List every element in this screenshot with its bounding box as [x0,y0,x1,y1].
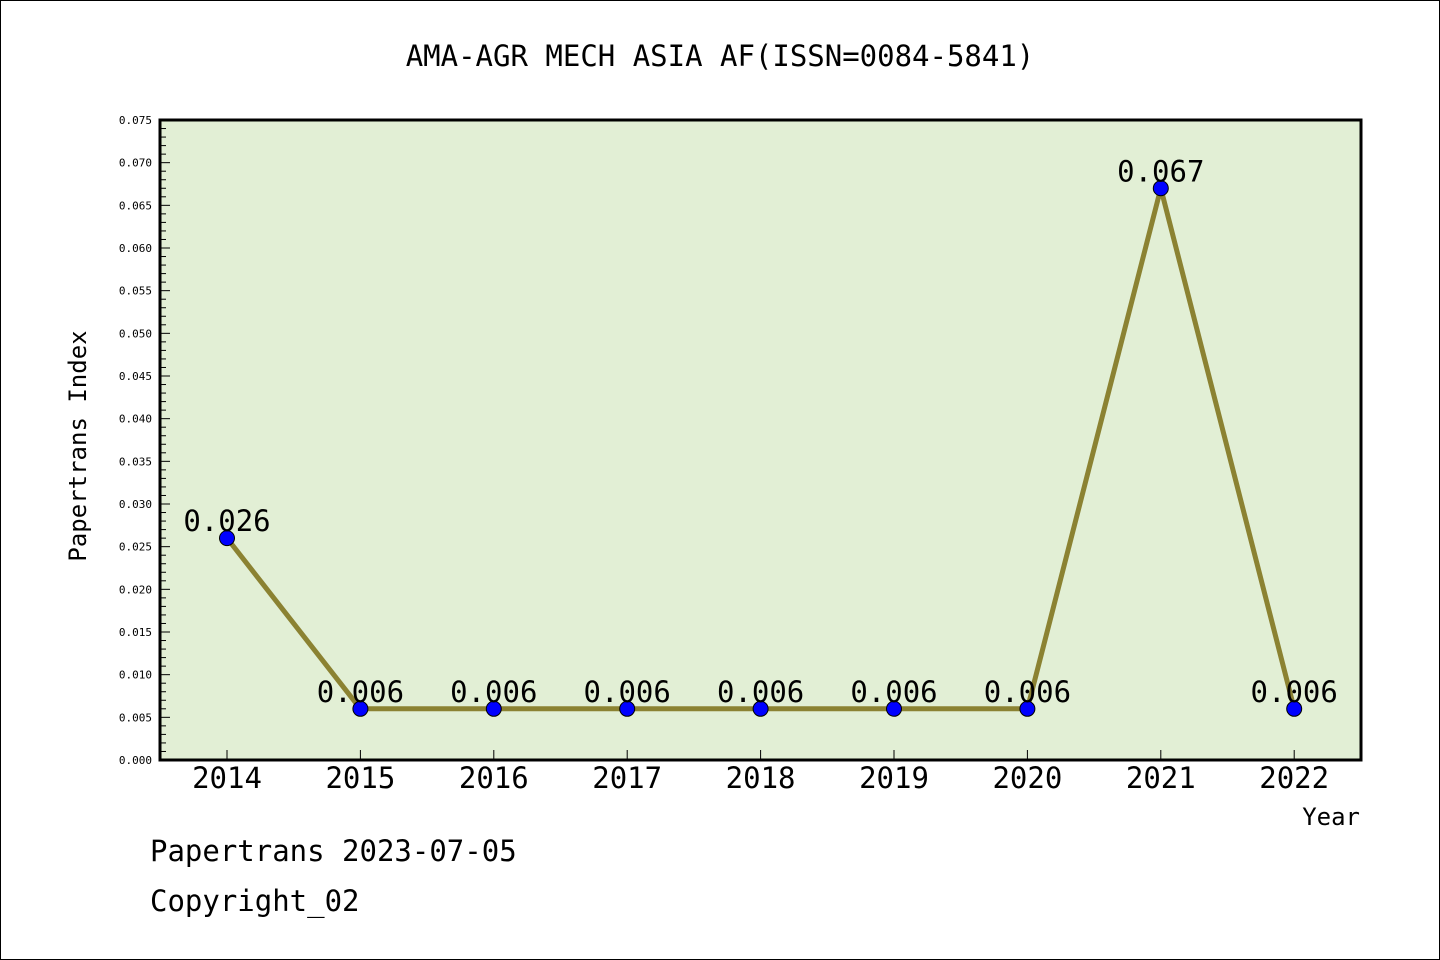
x-tick-label: 2015 [325,761,395,795]
data-point [485,700,502,717]
x-tick-label: 2019 [859,761,929,795]
data-label: 0.006 [450,675,537,709]
data-point [619,700,636,717]
chart-title: AMA-AGR MECH ASIA AF(ISSN=0084-5841) [406,39,1035,73]
x-tick-label: 2021 [1126,761,1196,795]
y-tick-label: 0.010 [119,669,152,682]
x-tick-labels: 2014 2015 2016 2017 2018 2019 2020 2021 2022 [192,761,1329,795]
y-tick-label: 0.015 [119,626,152,639]
data-point [886,700,902,717]
data-label: 0.006 [984,675,1071,709]
data-markers [219,180,1303,717]
data-point [1286,700,1303,717]
y-tick-label: 0.040 [119,413,152,426]
data-label: 0.006 [317,675,404,709]
y-tick-label: 0.060 [119,242,152,255]
y-tick-label: 0.035 [119,455,152,468]
data-label: 0.006 [1251,675,1338,709]
plot-area [158,118,1363,762]
x-tick-label: 2018 [726,761,796,795]
footer-date: Papertrans 2023-07-05 [150,834,517,868]
y-tick-label: 0.055 [119,285,152,298]
y-tick-label: 0.050 [119,327,152,340]
y-tick-label: 0.020 [119,583,152,596]
data-label: 0.067 [1117,154,1204,188]
data-label: 0.006 [584,675,671,709]
data-point [219,530,235,547]
y-tick-label: 0.030 [119,498,152,511]
data-label: 0.026 [183,504,270,538]
y-tick-label: 0.005 [119,711,152,724]
footer-copyright: Copyright_02 [150,884,360,918]
data-point [1019,700,1036,717]
x-tick-label: 2014 [192,761,262,795]
x-tick-label: 2017 [592,761,662,795]
data-point [352,700,369,717]
x-tick-label: 2016 [459,761,529,795]
data-labels: 0.026 0.006 0.006 0.006 0.006 0.006 0.006 0.067… [183,154,1338,709]
y-axis-label: Papertrans Index [64,330,92,561]
data-label: 0.006 [717,675,804,709]
x-axis-label: Year [1302,803,1360,831]
x-ticks [226,750,1295,760]
y-tick-label: 0.065 [119,199,152,212]
y-tick-label: 0.075 [119,114,152,127]
x-tick-label: 2022 [1259,761,1329,795]
y-tick-label: 0.025 [119,541,152,554]
data-point [1152,180,1169,197]
y-tick-label: 0.045 [119,370,152,383]
y-tick-label: 0.000 [119,754,152,767]
x-tick-label: 2020 [992,761,1062,795]
y-minor-ticks [160,119,170,761]
y-tick-labels: 0.000 0.005 0.010 0.015 0.020 0.025 0.030 0.035… [119,114,152,767]
data-label: 0.006 [850,675,937,709]
y-tick-label: 0.070 [119,157,152,170]
data-point [752,700,769,717]
